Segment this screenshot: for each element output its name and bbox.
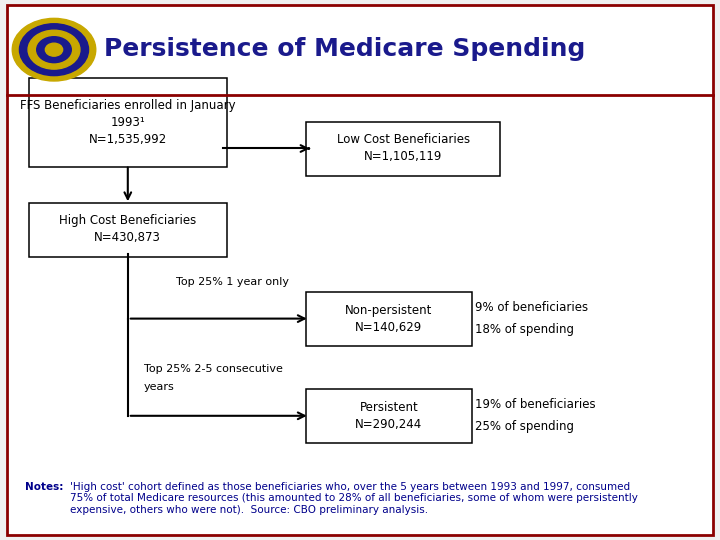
Circle shape [37, 37, 71, 63]
Text: 25% of spending: 25% of spending [475, 420, 575, 433]
Bar [7, 94, 713, 535]
Text: Top 25% 1 year only: Top 25% 1 year only [176, 277, 289, 287]
Text: years: years [144, 381, 175, 391]
FancyBboxPatch shape [29, 202, 227, 256]
Text: 19% of beneficiaries: 19% of beneficiaries [475, 399, 596, 411]
Circle shape [45, 43, 63, 56]
Circle shape [12, 18, 96, 81]
Circle shape [19, 24, 89, 76]
Text: 18% of spending: 18% of spending [475, 323, 575, 336]
Text: Notes:: Notes: [25, 482, 63, 492]
Text: High Cost Beneficiaries
N=430,873: High Cost Beneficiaries N=430,873 [59, 214, 197, 245]
FancyBboxPatch shape [29, 78, 227, 167]
Text: 'High cost' cohort defined as those beneficiaries who, over the 5 years between : 'High cost' cohort defined as those bene… [70, 482, 638, 515]
Text: 9% of beneficiaries: 9% of beneficiaries [475, 301, 588, 314]
FancyBboxPatch shape [306, 122, 500, 176]
Text: Persistence of Medicare Spending: Persistence of Medicare Spending [104, 37, 586, 60]
FancyBboxPatch shape [306, 389, 472, 443]
Text: Low Cost Beneficiaries
N=1,105,119: Low Cost Beneficiaries N=1,105,119 [337, 133, 469, 164]
Text: Top 25% 2-5 consecutive: Top 25% 2-5 consecutive [144, 363, 283, 374]
FancyBboxPatch shape [306, 292, 472, 346]
Bar [7, 5, 713, 94]
Circle shape [28, 30, 80, 69]
Text: Non-persistent
N=140,629: Non-persistent N=140,629 [345, 303, 433, 334]
Text: Persistent
N=290,244: Persistent N=290,244 [355, 401, 423, 431]
Text: FFS Beneficiaries enrolled in January
1993¹
N=1,535,992: FFS Beneficiaries enrolled in January 19… [20, 99, 235, 146]
